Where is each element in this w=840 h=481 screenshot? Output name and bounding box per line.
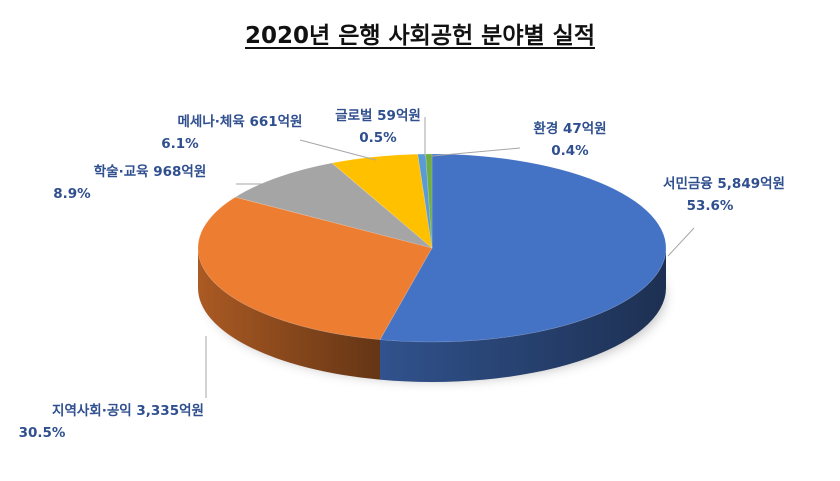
data-label-percent-4: 0.5%: [359, 130, 397, 146]
data-label-name-2: 학술·교육 968억원: [94, 164, 207, 180]
leader-line-5: [431, 147, 521, 157]
pie-slice-0: [379, 153, 667, 343]
data-label-percent-2: 8.9%: [53, 186, 91, 202]
data-label-name-1: 지역사회·공익 3,335억원: [52, 402, 204, 419]
pie-slice-1: [197, 196, 433, 340]
data-label-percent-5: 0.4%: [551, 143, 589, 159]
data-label-percent-1: 30.5%: [19, 425, 66, 441]
pie-slice-5: [425, 153, 433, 249]
leader-line-3: [299, 139, 377, 161]
data-label-name-4: 글로벌 59억원: [335, 107, 421, 124]
pie-slice-3: [331, 153, 433, 249]
pie-slice-4: [417, 153, 433, 249]
chart-title: 2020년 은행 사회공헌 분야별 실적: [0, 16, 840, 50]
leader-line-0: [667, 227, 695, 257]
chart-title-text: 2020년 은행 사회공헌 분야별 실적: [245, 23, 595, 49]
data-label-name-0: 서민금융 5,849억원: [663, 175, 785, 192]
data-label-percent-0: 53.6%: [687, 198, 734, 214]
data-label-name-3: 메세나·체육 661억원: [178, 114, 303, 130]
slice-side-0: [379, 248, 666, 382]
data-label-name-5: 환경 47억원: [533, 120, 606, 137]
slice-side-1: [198, 248, 380, 380]
data-label-percent-3: 6.1%: [161, 136, 199, 152]
